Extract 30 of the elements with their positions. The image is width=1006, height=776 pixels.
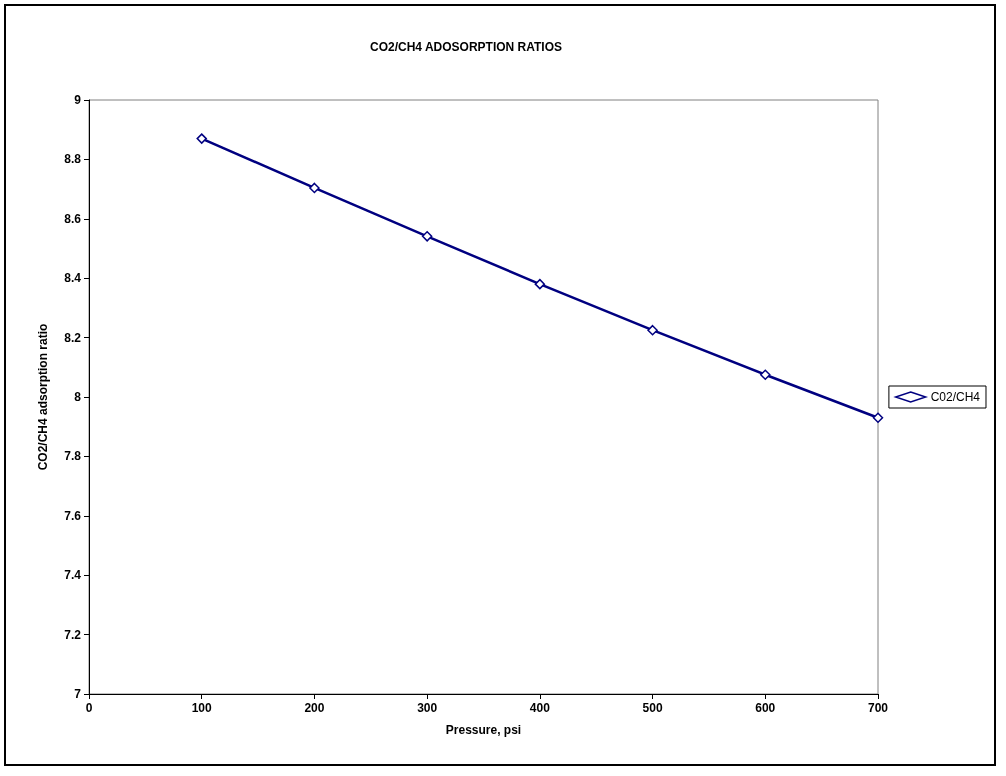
y-tick-label: 9: [74, 93, 82, 107]
point: [760, 369, 771, 380]
y-tick-label: 8.4: [64, 271, 82, 286]
x-tick-label: 100: [191, 701, 213, 715]
x-tick-label: 700: [867, 701, 889, 715]
x-tick-label: 400: [529, 701, 551, 715]
x-tick-label: 200: [304, 701, 325, 715]
y-tick-label: 8.8: [64, 152, 82, 167]
x-axis-title: Pressure, psi: [445, 723, 522, 737]
y-tick-label: 7.2: [64, 627, 82, 642]
x-tick-label: 0: [85, 701, 93, 715]
y-tick-label: 7.8: [64, 449, 82, 464]
y-tick-label: 8.6: [64, 211, 82, 226]
point: [534, 278, 546, 290]
point: [196, 133, 207, 144]
y-tick-label: 7.4: [64, 568, 82, 583]
x-tick-label: 600: [755, 701, 776, 715]
point: [647, 324, 658, 336]
y-tick-label: 7: [74, 687, 82, 701]
point: [421, 231, 433, 242]
point: [309, 182, 320, 194]
y-tick-label: 8: [74, 390, 82, 404]
x-tick-label: 300: [417, 701, 438, 715]
point: [872, 412, 884, 424]
y-tick-label: 7.6: [64, 508, 82, 523]
y-tick-label: 8.2: [64, 330, 82, 345]
x-tick-label: 500: [642, 701, 663, 715]
chart-title: CO2/CH4 ADOSORPTION RATIOS: [369, 40, 563, 54]
y-axis-title: CO2/CH4 adsorption ratio: [36, 323, 50, 471]
legend-label: C02/CH4: [930, 390, 981, 404]
